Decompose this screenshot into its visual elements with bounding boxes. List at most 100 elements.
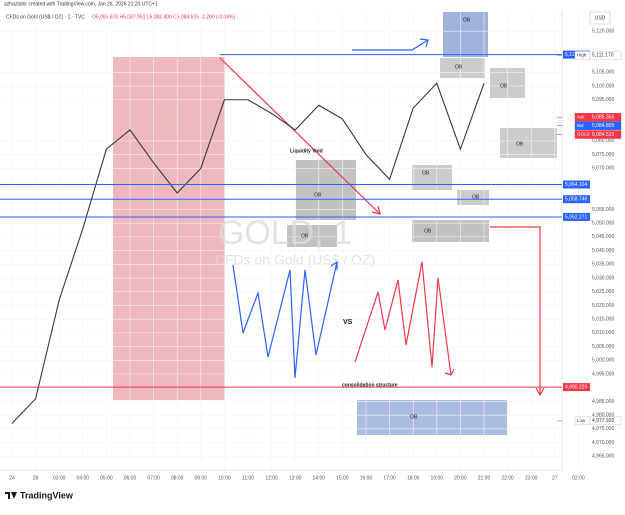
currency-box	[589, 11, 611, 25]
price-label: 5,084.515	[592, 132, 614, 138]
x-tick-label: 12:00	[265, 475, 278, 481]
y-tick-label: 5,055.000	[592, 207, 614, 213]
price-badge	[589, 112, 622, 122]
ob-box	[443, 12, 488, 57]
y-tick-label: 5,105.000	[592, 70, 614, 76]
annotation: OB	[472, 194, 480, 200]
level-label: 5,064.104	[565, 182, 587, 188]
y-tick-label: 5,100.000	[592, 83, 614, 89]
brand-logo	[5, 492, 17, 499]
y-tick-label: 5,035.000	[592, 262, 614, 268]
shaded-zone	[113, 57, 225, 400]
price-tag: GOLD	[577, 132, 591, 137]
x-tick-label: 13:00	[289, 475, 302, 481]
credit: azhaztahir created with TradingView.com,…	[4, 1, 158, 7]
y-tick-label: 5,050.000	[592, 221, 614, 227]
y-tick-label: 5,025.000	[592, 289, 614, 295]
price-tag: Bid	[577, 123, 584, 128]
annotation: OB	[463, 17, 471, 23]
y-tick-label: 5,095.000	[592, 97, 614, 103]
y-tick-label: 5,020.000	[592, 303, 614, 309]
annotation: OB	[410, 414, 418, 420]
zones	[0, 12, 579, 470]
drawings	[219, 38, 545, 397]
ob-box	[357, 400, 507, 435]
zigzag	[354, 261, 455, 376]
y-tick-label: 5,075.000	[592, 152, 614, 158]
x-tick-label: 06:00	[124, 475, 137, 481]
ob-box	[412, 165, 452, 190]
symbol: CFDs on Gold (US$ / OZ) · 1 · TVC	[6, 14, 85, 20]
x-tick-label: 20:00	[454, 475, 467, 481]
x-tick-label: 22:00	[501, 475, 514, 481]
price-tag: Low	[577, 418, 586, 423]
currency: USD	[595, 15, 606, 21]
level-badge	[563, 212, 590, 221]
x-tick-label: 11:00	[242, 475, 254, 481]
y-tick-label: 4,995.000	[592, 371, 614, 377]
y-tick-label: 5,040.000	[592, 248, 614, 254]
y-tick-label: 5,080.000	[592, 138, 614, 144]
price-tag: Ask	[577, 114, 585, 119]
price-badge	[589, 121, 622, 130]
x-tick-label: 23:00	[525, 475, 538, 481]
watermark-subtitle: CFDs on Gold (US$ / OZ)	[215, 252, 375, 268]
price-badge	[589, 416, 622, 426]
brand: TradingView	[20, 490, 74, 500]
y-tick-label: 5,070.000	[592, 166, 614, 172]
x-tick-label: 02:00	[572, 475, 585, 481]
price-label: 5,111.170	[592, 53, 614, 59]
y-tick-label: 4,965.000	[592, 454, 614, 460]
y-tick-label: 4,985.000	[592, 399, 614, 405]
ob-box	[457, 190, 489, 205]
level-label: 5,052.271	[565, 214, 587, 220]
annotation: consolidation structure	[342, 382, 398, 388]
x-tick-label: 08:00	[171, 475, 184, 481]
level-label: 5,058.746	[565, 197, 587, 203]
zigzag	[232, 260, 338, 379]
annotation: Liquidity Void	[290, 148, 323, 154]
price-badge	[589, 130, 622, 139]
annotation: OB	[422, 170, 430, 176]
annotation: OB	[516, 141, 524, 147]
price-label: 4,977.920	[592, 418, 614, 424]
y-tick-label: 5,045.000	[592, 234, 614, 240]
ob-box	[500, 128, 557, 158]
x-tick-label: 05:00	[100, 475, 113, 481]
y-tick-label: 5,005.000	[592, 344, 614, 350]
arrow	[352, 38, 429, 51]
level-badge	[563, 180, 590, 189]
level-label: 4,990.229	[565, 384, 587, 390]
y-tick-label: 5,000.000	[592, 358, 614, 364]
y-tick-label: 5,120.000	[592, 29, 614, 35]
x-tick-label: 18:00	[407, 475, 420, 481]
x-tick-label: 15:00	[336, 475, 349, 481]
level-badge	[563, 383, 590, 392]
x-tick-label: 19:00	[431, 475, 444, 481]
x-tick-label: 17:00	[383, 475, 396, 481]
ob-box	[412, 220, 489, 242]
annotation: OB	[314, 192, 322, 198]
price-badge	[589, 51, 622, 60]
level-badge	[563, 195, 590, 204]
y-tick-label: 5,015.000	[592, 316, 614, 322]
y-tick-label: 4,980.000	[592, 412, 614, 418]
price-label: 5,084.805	[592, 123, 614, 129]
ob-box	[440, 58, 485, 78]
x-tick-label: 07:00	[147, 475, 160, 481]
arrow	[490, 226, 545, 397]
x-tick-label: 09:00	[195, 475, 208, 481]
x-tick-label: 10:00	[218, 475, 231, 481]
y-tick-label: 5,030.000	[592, 275, 614, 281]
x-tick-label: 16:00	[360, 475, 373, 481]
y-tick-label: 4,970.000	[592, 440, 614, 446]
annotation: OB	[455, 64, 463, 70]
x-tick-label: 24	[9, 475, 15, 481]
price-label: 5,085.365	[592, 115, 614, 121]
price-tag: High	[577, 53, 587, 58]
annotation: OB	[301, 233, 309, 239]
x-tick-label: 21:00	[478, 475, 491, 481]
x-tick-label: 27	[552, 475, 558, 481]
